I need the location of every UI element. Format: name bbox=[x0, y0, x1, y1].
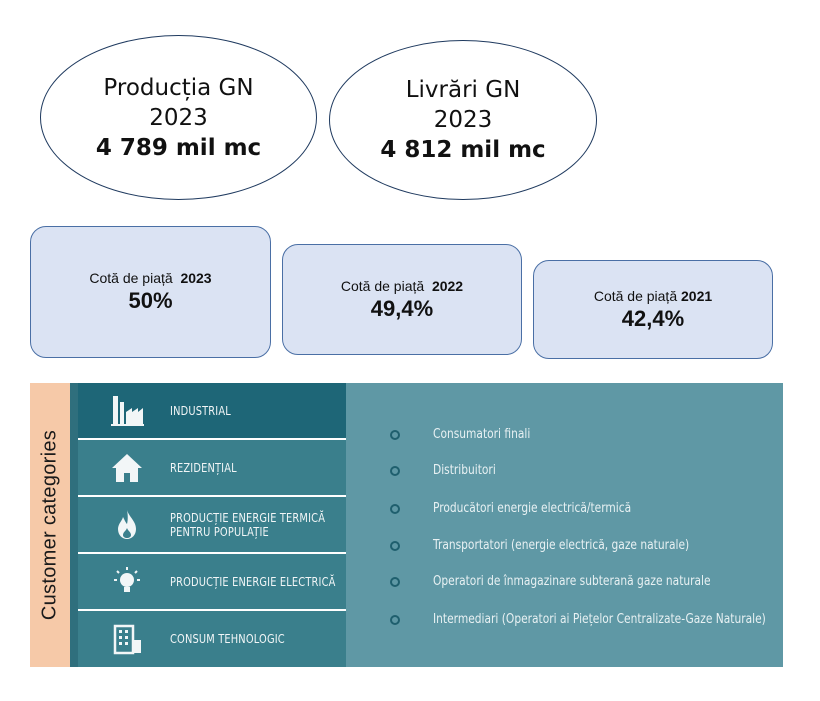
customer-type-label: Producători energie electrică/termică bbox=[433, 501, 632, 516]
market-share-value: 50% bbox=[128, 288, 173, 313]
customer-type-label: Intermediari (Operatori ai Piețelor Cent… bbox=[433, 612, 766, 627]
panel-divider-strip bbox=[70, 383, 78, 667]
customer-types-box: Consumatori finali Distribuitori Producă… bbox=[346, 383, 783, 667]
bullet-icon bbox=[390, 465, 400, 476]
production-title: Producția GN bbox=[103, 74, 254, 101]
production-oval: Producția GN 2023 4 789 mil mc bbox=[40, 35, 317, 200]
production-value: 4 789 mil mc bbox=[95, 134, 262, 161]
production-year: 2023 bbox=[149, 104, 208, 131]
market-share-label: Cotă de piață 2021 bbox=[594, 287, 712, 305]
market-share-card-2021: Cotă de piață 2021 42,4% bbox=[533, 260, 773, 359]
category-label: PRODUCȚIE ENERGIE TERMICĂ PENTRU POPULAȚ… bbox=[170, 511, 325, 539]
customer-type-item: Intermediari (Operatori ai Piețelor Cent… bbox=[390, 612, 820, 627]
bullet-icon bbox=[390, 503, 400, 514]
house-icon bbox=[112, 453, 142, 482]
deliveries-title: Livrări GN bbox=[405, 77, 521, 103]
market-share-value: 49,4% bbox=[370, 295, 434, 321]
market-share-label: Cotă de piață 2023 bbox=[89, 269, 211, 287]
customer-type-item: Consumatori finali bbox=[390, 427, 552, 442]
customer-categories-tab: Customer categories bbox=[30, 383, 70, 667]
category-label-line1: PRODUCȚIE ENERGIE TERMICĂ bbox=[170, 510, 326, 525]
category-label-line2: PENTRU POPULAȚIE bbox=[170, 524, 269, 539]
market-share-value: 42,4% bbox=[621, 305, 685, 331]
factory-icon bbox=[111, 395, 144, 426]
category-row-technological: CONSUM TEHNOLOGIC bbox=[78, 611, 346, 667]
building-icon bbox=[113, 624, 141, 655]
deliveries-value: 4 812 mil mc bbox=[380, 137, 546, 163]
market-share-label-text: Cotă de piață bbox=[593, 287, 678, 304]
customer-type-item: Operatori de înmagazinare subterană gaze… bbox=[390, 574, 772, 589]
bullet-icon bbox=[390, 576, 400, 587]
customer-categories-title: Customer categories bbox=[38, 429, 61, 621]
market-share-year: 2021 bbox=[681, 287, 713, 304]
customer-type-label: Operatori de înmagazinare subterană gaze… bbox=[433, 574, 711, 589]
category-label: INDUSTRIAL bbox=[170, 403, 231, 418]
customer-type-label: Transportatori (energie electrică, gaze … bbox=[433, 538, 690, 553]
category-label: PRODUCȚIE ENERGIE ELECTRICĂ bbox=[170, 574, 336, 589]
category-row-industrial: INDUSTRIAL bbox=[78, 383, 346, 438]
customer-categories-panel: Customer categories INDUSTRIAL REZIDENȚI… bbox=[30, 383, 783, 667]
category-row-thermal-energy: PRODUCȚIE ENERGIE TERMICĂ PENTRU POPULAȚ… bbox=[78, 497, 346, 552]
market-share-year: 2022 bbox=[431, 277, 464, 294]
category-row-electric-energy: PRODUCȚIE ENERGIE ELECTRICĂ bbox=[78, 554, 346, 609]
market-share-label-text: Cotă de piață bbox=[89, 270, 173, 286]
flame-icon bbox=[118, 509, 136, 539]
customer-type-label: Distribuitori bbox=[433, 463, 496, 478]
bullet-icon bbox=[390, 540, 400, 551]
market-share-year: 2023 bbox=[180, 270, 212, 286]
market-share-label-text: Cotă de piață bbox=[340, 277, 425, 294]
bullet-icon bbox=[390, 614, 400, 625]
customer-type-item: Producători energie electrică/termică bbox=[390, 501, 675, 516]
category-list: INDUSTRIAL REZIDENȚIAL PRODUCȚIE ENERGIE… bbox=[78, 383, 346, 667]
lightbulb-icon bbox=[114, 566, 140, 592]
customer-type-label: Consumatori finali bbox=[433, 427, 531, 442]
market-share-card-2023: Cotă de piață 2023 50% bbox=[30, 226, 271, 358]
customer-type-item: Distribuitori bbox=[390, 463, 510, 478]
deliveries-year: 2023 bbox=[433, 107, 493, 133]
bullet-icon bbox=[390, 429, 400, 440]
category-row-residential: REZIDENȚIAL bbox=[78, 440, 346, 495]
market-share-card-2022: Cotă de piață 2022 49,4% bbox=[282, 244, 522, 355]
category-label: CONSUM TEHNOLOGIC bbox=[170, 632, 285, 646]
customer-type-item: Transportatori (energie electrică, gaze … bbox=[390, 538, 745, 553]
category-label: REZIDENȚIAL bbox=[170, 460, 237, 475]
market-share-label: Cotă de piață 2022 bbox=[341, 277, 463, 295]
deliveries-oval: Livrări GN 2023 4 812 mil mc bbox=[329, 40, 597, 200]
